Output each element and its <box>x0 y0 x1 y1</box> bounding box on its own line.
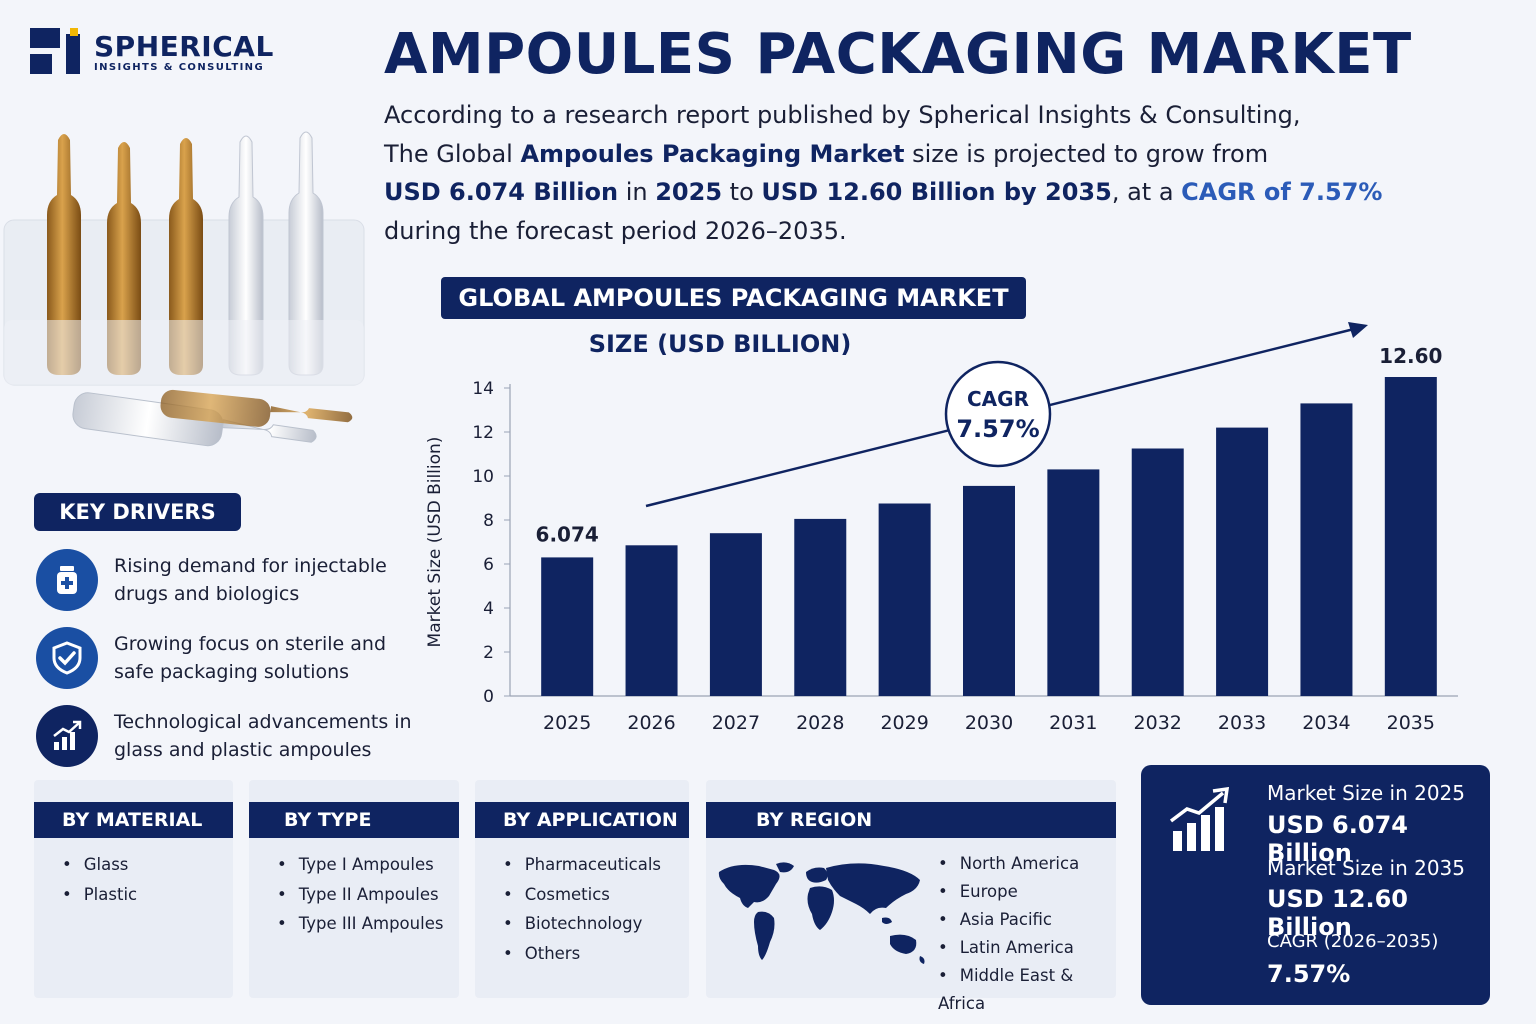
logo-subtitle: INSIGHTS & CONSULTING <box>94 61 265 73</box>
driver-item: Rising demand for injectable drugs and b… <box>36 549 414 611</box>
list-item: Type II Ampoules <box>277 880 443 910</box>
cagr-badge-value: 7.57% <box>956 415 1039 443</box>
y-tick-label: 14 <box>472 379 494 399</box>
x-tick-label: 2033 <box>1218 712 1266 734</box>
panel-heading: BY APPLICATION <box>475 802 689 838</box>
driver-text: Rising demand for injectable drugs and b… <box>114 554 387 606</box>
y-tick-label: 4 <box>483 599 494 619</box>
cagr-badge <box>944 360 1052 468</box>
shield-check-icon <box>36 627 98 689</box>
logo-mark-icon <box>30 28 82 76</box>
growth-chart-icon <box>36 705 98 767</box>
bar-2026 <box>625 545 678 696</box>
intro-line-1: According to a research report published… <box>384 101 1301 129</box>
driver-item: Growing focus on sterile and safe packag… <box>36 627 414 689</box>
x-tick-label: 2027 <box>712 712 760 734</box>
panel-list: Pharmaceuticals Cosmetics Biotechnology … <box>503 850 661 968</box>
panel-list: Type I Ampoules Type II Ampoules Type II… <box>277 850 444 939</box>
bar-2025 <box>541 557 594 696</box>
x-tick-label: 2030 <box>965 712 1013 734</box>
summary-label-cagr: CAGR (2026–2035) <box>1267 931 1439 952</box>
panel-by-region: BY REGION North America Europe Asia Paci… <box>706 780 1116 1013</box>
trend-arrow-head <box>1348 322 1368 338</box>
bar-2035 <box>1384 377 1437 696</box>
summary-label-2025: Market Size in 2025 <box>1267 781 1466 805</box>
page-title: AMPOULES PACKAGING MARKET <box>384 22 1412 87</box>
list-item: Latin America <box>938 934 1116 962</box>
y-tick-label: 2 <box>483 643 494 663</box>
panel-heading: BY REGION <box>706 802 1116 838</box>
panel-list: Glass Plastic <box>62 850 137 909</box>
panel-heading: BY MATERIAL <box>34 802 233 838</box>
x-tick-label: 2029 <box>880 712 928 734</box>
bar-2030 <box>963 485 1015 696</box>
company-logo: SPHERICAL INSIGHTS & CONSULTING <box>30 28 274 76</box>
x-tick-label: 2034 <box>1302 712 1350 734</box>
bar-growth-icon <box>1169 787 1230 851</box>
list-item: Glass <box>62 850 137 880</box>
bar-2032 <box>1131 448 1184 696</box>
cagr-badge-label: CAGR <box>967 387 1029 411</box>
bar-2029 <box>878 503 931 696</box>
bar-2028 <box>794 518 847 696</box>
y-tick-label: 10 <box>472 467 494 487</box>
summary-value-2035: USD 12.60 Billion <box>1267 885 1408 941</box>
market-size-bar-chart: 0 2 4 6 8 10 12 14 Market Size (USD Billion) 2025… <box>425 322 1458 734</box>
list-item: Plastic <box>62 880 137 910</box>
bar-2031 <box>1047 469 1100 696</box>
intro-line-3: USD 6.074 Billion in 2025 to USD 12.60 B… <box>384 178 1383 206</box>
x-tick-label: 2026 <box>627 712 675 734</box>
y-tick-label: 6 <box>483 555 494 575</box>
bar-2033 <box>1216 427 1269 696</box>
list-item: Pharmaceuticals <box>503 850 661 880</box>
summary-value-2025: USD 6.074 Billion <box>1267 811 1408 867</box>
y-tick-label: 12 <box>472 423 494 443</box>
bar-2027 <box>709 533 762 696</box>
list-item: Biotechnology <box>503 909 661 939</box>
list-item: Type I Ampoules <box>277 850 443 880</box>
key-drivers-badge: KEY DRIVERS <box>34 493 241 531</box>
list-item: Others <box>503 939 661 969</box>
data-label-last: 12.60 <box>1379 344 1442 368</box>
y-tick-label: 0 <box>483 687 494 707</box>
panel-heading: BY TYPE <box>249 802 459 838</box>
x-tick-label: 2025 <box>543 712 591 734</box>
x-tick-label: 2032 <box>1134 712 1182 734</box>
list-item: Type III Ampoules <box>277 909 444 939</box>
driver-item: Technological advancements in glass and … <box>36 705 414 767</box>
x-tick-label: 2035 <box>1387 712 1435 734</box>
chart-subtitle: SIZE (USD BILLION) <box>588 330 852 358</box>
intro-line-2: The Global Ampoules Packaging Market siz… <box>384 139 1269 168</box>
intro-line-4: during the forecast period 2026–2035. <box>384 216 847 245</box>
list-item: Europe <box>938 878 1116 906</box>
list-item: North America <box>938 850 1116 878</box>
world-map-icon <box>718 862 925 964</box>
panel-by-material: BY MATERIAL Glass Plastic <box>34 780 233 998</box>
y-axis-label: Market Size (USD Billion) <box>425 437 445 648</box>
intro-text: According to a research report published… <box>384 96 1384 250</box>
list-item: Middle East & Africa <box>938 962 1116 1018</box>
x-tick-label: 2031 <box>1049 712 1097 734</box>
driver-text: Technological advancements in glass and … <box>114 710 412 762</box>
driver-text: Growing focus on sterile and safe packag… <box>114 632 387 684</box>
chart-title: GLOBAL AMPOULES PACKAGING MARKET <box>441 277 1026 319</box>
data-label-first: 6.074 <box>536 522 599 546</box>
panel-by-application: BY APPLICATION Pharmaceuticals Cosmetics… <box>475 780 689 998</box>
ampoules-illustration <box>3 131 365 447</box>
logo-name: SPHERICAL <box>94 29 274 63</box>
x-tick-label: 2028 <box>796 712 844 734</box>
list-item: Cosmetics <box>503 880 661 910</box>
summary-label-2035: Market Size in 2035 <box>1267 856 1466 880</box>
bar-2034 <box>1300 403 1353 696</box>
summary-box: Market Size in 2025 USD 6.074 Billion Ma… <box>1141 765 1490 1005</box>
panel-by-type: BY TYPE Type I Ampoules Type II Ampoules… <box>249 780 459 998</box>
summary-value-cagr: 7.57% <box>1267 960 1351 988</box>
y-tick-label: 8 <box>483 511 494 531</box>
list-item: Asia Pacific <box>938 906 1116 934</box>
panel-list: North America Europe Asia Pacific Latin … <box>938 850 1116 1018</box>
medicine-bottle-icon <box>36 549 98 611</box>
